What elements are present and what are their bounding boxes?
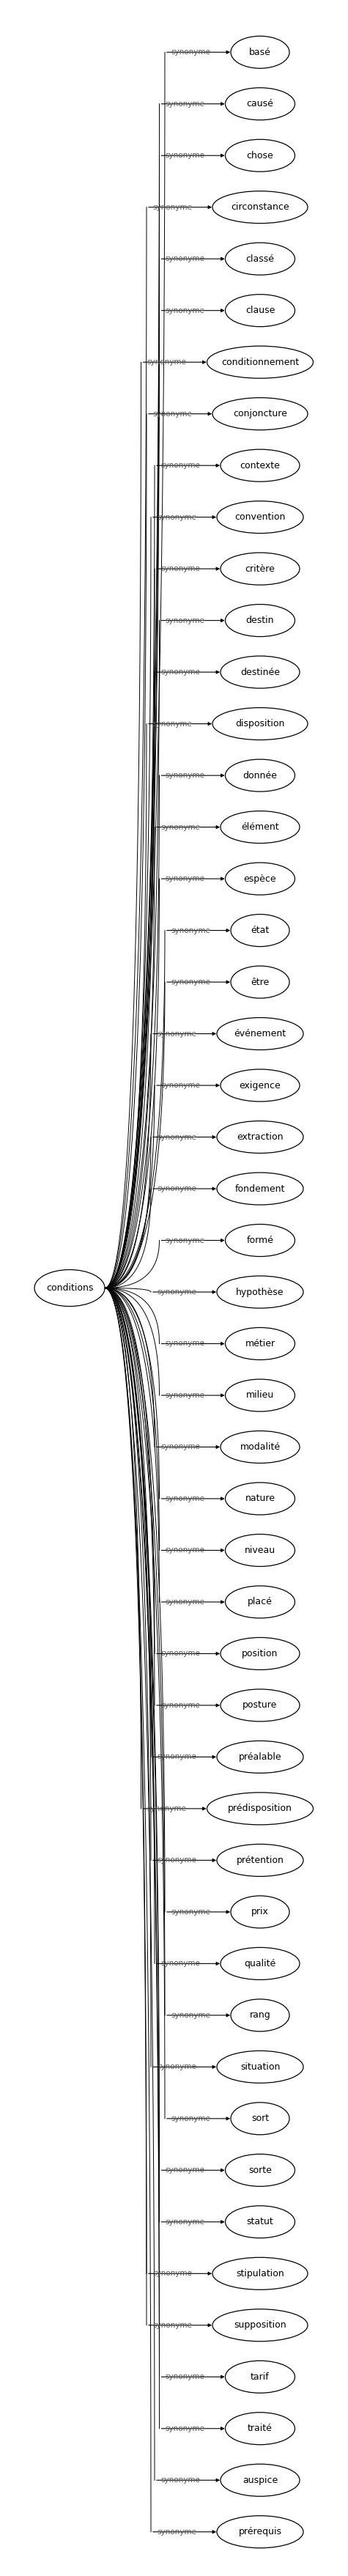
Text: disposition: disposition: [235, 719, 285, 729]
Text: synonyme: synonyme: [160, 1703, 200, 1708]
Text: exigence: exigence: [239, 1079, 281, 1090]
Text: synonyme: synonyme: [165, 876, 205, 884]
Text: synonyme: synonyme: [157, 1185, 196, 1193]
Text: placé: placé: [248, 1597, 272, 1607]
Text: synonyme: synonyme: [165, 1597, 205, 1605]
Text: synonyme: synonyme: [160, 1443, 200, 1450]
Text: synonyme: synonyme: [157, 513, 196, 520]
Text: prix: prix: [251, 1906, 269, 1917]
Text: synonyme: synonyme: [160, 2476, 200, 2483]
Text: synonyme: synonyme: [160, 1082, 200, 1090]
Text: qualité: qualité: [244, 1958, 276, 1968]
Text: synonyme: synonyme: [165, 307, 205, 314]
Text: prérequis: prérequis: [238, 2527, 282, 2537]
Text: synonyme: synonyme: [157, 1133, 196, 1141]
Text: état: état: [251, 925, 269, 935]
Text: tarif: tarif: [251, 2372, 269, 2383]
Text: synonyme: synonyme: [152, 2321, 192, 2329]
Text: synonyme: synonyme: [152, 721, 192, 726]
Text: synonyme: synonyme: [165, 2218, 205, 2226]
Text: synonyme: synonyme: [171, 49, 210, 57]
Text: synonyme: synonyme: [165, 773, 205, 778]
Text: synonyme: synonyme: [157, 1030, 196, 1038]
Text: synonyme: synonyme: [152, 2269, 192, 2277]
Text: synonyme: synonyme: [160, 1960, 200, 1968]
Text: donnée: donnée: [243, 770, 277, 781]
Text: fondement: fondement: [235, 1185, 285, 1193]
Text: synonyme: synonyme: [165, 1546, 205, 1553]
Text: événement: événement: [234, 1028, 286, 1038]
Text: synonyme: synonyme: [165, 1236, 205, 1244]
Text: être: être: [251, 976, 269, 987]
Text: synonyme: synonyme: [165, 2424, 205, 2432]
Text: modalité: modalité: [240, 1443, 280, 1453]
Text: prétention: prétention: [236, 1855, 284, 1865]
Text: préalable: préalable: [239, 1752, 282, 1762]
Text: synonyme: synonyme: [160, 461, 200, 469]
Text: synonyme: synonyme: [160, 1651, 200, 1656]
Text: synonyme: synonyme: [165, 100, 205, 108]
Text: convention: convention: [235, 513, 285, 523]
Text: basé: basé: [249, 46, 271, 57]
Text: synonyme: synonyme: [157, 1857, 196, 1865]
Text: synonyme: synonyme: [157, 1754, 196, 1759]
Text: synonyme: synonyme: [160, 564, 200, 572]
Text: synonyme: synonyme: [157, 1288, 196, 1296]
Text: traité: traité: [248, 2424, 272, 2434]
Text: circonstance: circonstance: [231, 204, 289, 211]
Text: synonyme: synonyme: [165, 1340, 205, 1347]
Text: élément: élément: [241, 822, 279, 832]
Text: synonyme: synonyme: [147, 358, 187, 366]
Text: extraction: extraction: [237, 1133, 283, 1141]
Text: synonyme: synonyme: [157, 2527, 196, 2535]
Text: synonyme: synonyme: [147, 1806, 187, 1814]
Text: hypothèse: hypothèse: [236, 1288, 284, 1296]
Text: prédisposition: prédisposition: [228, 1803, 292, 1814]
Text: synonyme: synonyme: [152, 204, 192, 211]
Text: formé: formé: [247, 1236, 274, 1244]
Text: classé: classé: [246, 255, 274, 263]
Text: synonyme: synonyme: [165, 1494, 205, 1502]
Text: synonyme: synonyme: [160, 667, 200, 675]
Text: synonyme: synonyme: [165, 255, 205, 263]
Text: synonyme: synonyme: [165, 616, 205, 623]
Text: milieu: milieu: [246, 1391, 274, 1401]
Text: synonyme: synonyme: [171, 1909, 210, 1917]
Text: chose: chose: [247, 152, 274, 160]
Text: synonyme: synonyme: [165, 152, 205, 160]
Text: destin: destin: [246, 616, 274, 626]
Text: synonyme: synonyme: [171, 2012, 210, 2020]
Text: situation: situation: [240, 2063, 280, 2071]
Text: sorte: sorte: [248, 2166, 272, 2174]
Text: clause: clause: [245, 307, 275, 314]
Text: conjoncture: conjoncture: [233, 410, 287, 417]
Text: métier: métier: [245, 1340, 275, 1347]
Text: synonyme: synonyme: [160, 824, 200, 832]
Text: espèce: espèce: [244, 873, 276, 884]
Text: conditions: conditions: [46, 1283, 93, 1293]
Text: posture: posture: [243, 1700, 277, 1710]
Text: statut: statut: [247, 2218, 274, 2226]
Text: synonyme: synonyme: [171, 979, 210, 987]
Text: synonyme: synonyme: [165, 1391, 205, 1399]
Text: synonyme: synonyme: [152, 410, 192, 417]
Text: position: position: [242, 1649, 278, 1659]
Text: sort: sort: [251, 2115, 269, 2123]
Text: niveau: niveau: [245, 1546, 276, 1556]
Text: synonyme: synonyme: [171, 2115, 210, 2123]
Text: nature: nature: [245, 1494, 275, 1504]
Text: critère: critère: [245, 564, 275, 574]
Text: conditionnement: conditionnement: [221, 358, 299, 366]
Text: rang: rang: [250, 2009, 271, 2020]
Text: stipulation: stipulation: [236, 2269, 284, 2277]
Text: supposition: supposition: [234, 2321, 286, 2329]
Text: synonyme: synonyme: [171, 927, 210, 935]
Text: causé: causé: [247, 98, 274, 108]
Text: contexte: contexte: [240, 461, 280, 471]
Text: synonyme: synonyme: [165, 2372, 205, 2380]
Text: auspice: auspice: [243, 2476, 278, 2486]
Text: synonyme: synonyme: [157, 2063, 196, 2071]
Text: synonyme: synonyme: [165, 2166, 205, 2174]
Text: destinée: destinée: [240, 667, 280, 677]
